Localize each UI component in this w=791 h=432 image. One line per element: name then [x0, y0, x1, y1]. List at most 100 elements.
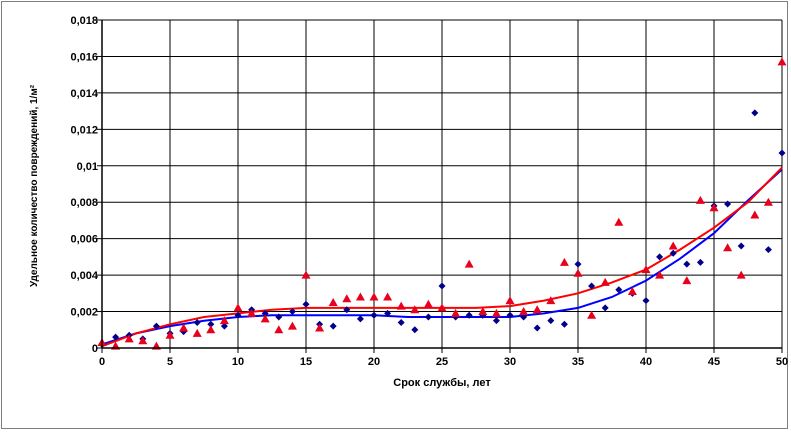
triangle-point: [219, 316, 229, 325]
triangle-point: [192, 328, 202, 337]
y-tick-label: 0,012: [70, 124, 98, 136]
triangle-point: [682, 276, 692, 285]
triangle-point: [709, 203, 719, 212]
diamond-point: [588, 282, 596, 290]
diamond-point: [193, 318, 201, 326]
diamond-point: [411, 326, 419, 334]
triangle-point: [695, 195, 705, 204]
triangle-point: [383, 292, 393, 301]
triangle-point: [287, 321, 297, 330]
triangle-point: [179, 323, 189, 332]
diamond-point: [533, 324, 541, 332]
diamond-point: [601, 304, 609, 312]
x-tick-label: 10: [232, 356, 244, 368]
triangle-point: [451, 308, 461, 317]
diamond-point: [329, 322, 337, 330]
triangle-point: [437, 303, 447, 312]
diamond-point: [112, 333, 120, 341]
triangle-point: [546, 296, 556, 305]
x-tick-label: 15: [300, 356, 312, 368]
y-axis-title: Удельное количество повреждений, 1/м²: [29, 84, 40, 287]
diamond-point: [615, 286, 623, 294]
tick-label-layer: 0 5 10 15 20 25 30 35 40 45 50 0 0,002 0,004 0,006 0,00…: [70, 15, 788, 368]
triangle-point: [342, 294, 352, 303]
diamond-point: [370, 311, 378, 319]
triangle-point: [600, 277, 610, 286]
y-tick-label: 0,008: [70, 197, 98, 209]
x-tick-label: 5: [167, 356, 173, 368]
diamond-point: [343, 306, 351, 314]
triangle-point: [655, 270, 665, 279]
x-tick-label: 35: [572, 356, 584, 368]
y-tick-label: 0,01: [77, 161, 98, 173]
diamond-point: [764, 246, 772, 254]
x-tick-label: 45: [708, 356, 720, 368]
x-tick-label: 50: [776, 356, 788, 368]
diamond-point: [574, 260, 582, 268]
diamond-point: [288, 308, 296, 316]
triangle-point: [396, 301, 406, 310]
diamond-point: [424, 313, 432, 321]
diamond-point: [220, 322, 228, 330]
triangle-point: [369, 292, 379, 301]
triangle-point: [274, 325, 284, 334]
x-tick-label: 25: [436, 356, 448, 368]
diamond-point: [438, 282, 446, 290]
diamond-point: [356, 315, 364, 323]
triangle-point: [559, 257, 569, 266]
triangle-point: [668, 241, 678, 250]
diamond-point: [302, 300, 310, 308]
triangle-point: [478, 307, 488, 316]
triangle-point: [464, 259, 474, 268]
triangle-point: [723, 243, 733, 252]
triangle-point: [505, 296, 515, 305]
triangle-point: [627, 287, 637, 296]
x-tick-label: 0: [99, 356, 105, 368]
triangle-point: [736, 270, 746, 279]
diamond-point: [207, 320, 215, 328]
triangle-point: [301, 270, 311, 279]
diamond-point: [261, 309, 269, 317]
triangle-point: [423, 299, 433, 308]
triangle-point: [763, 197, 773, 206]
triangle-point: [247, 308, 257, 317]
triangle-point: [491, 308, 501, 317]
triangle-point: [587, 310, 597, 319]
triangle-point: [532, 305, 542, 314]
triangle-point: [233, 303, 243, 312]
diamond-point: [696, 258, 704, 266]
diamond-point: [506, 311, 514, 319]
diamond-point: [520, 313, 528, 321]
triangle-point: [260, 314, 270, 323]
y-tick-label: 0: [92, 343, 98, 355]
diamond-point: [669, 249, 677, 257]
diamond-point: [724, 200, 732, 208]
x-tick-label: 30: [504, 356, 516, 368]
diamond-point: [656, 253, 664, 261]
triangle-point: [777, 57, 787, 66]
diamond-point: [751, 109, 759, 117]
axis-layer: [97, 19, 783, 353]
x-tick-label: 20: [368, 356, 380, 368]
y-tick-label: 0,018: [70, 15, 98, 27]
diamond-point: [560, 320, 568, 328]
triangle-point: [641, 265, 651, 274]
triangle-point: [165, 330, 175, 339]
triangle-point: [573, 268, 583, 277]
diamond-point: [152, 322, 160, 330]
y-tick-label: 0,014: [70, 88, 98, 100]
y-tick-label: 0,004: [70, 270, 98, 282]
x-tick-label: 40: [640, 356, 652, 368]
diamond-point: [547, 317, 555, 325]
grid-layer: [102, 19, 783, 348]
y-tick-label: 0,002: [70, 307, 98, 319]
triangle-point: [124, 334, 134, 343]
diamond-point: [465, 311, 473, 319]
diamond-point: [275, 313, 283, 321]
y-tick-label: 0,006: [70, 234, 98, 246]
triangle-point: [315, 323, 325, 332]
triangle-point: [519, 307, 529, 316]
diamond-point: [234, 311, 242, 319]
diamond-point: [683, 260, 691, 268]
